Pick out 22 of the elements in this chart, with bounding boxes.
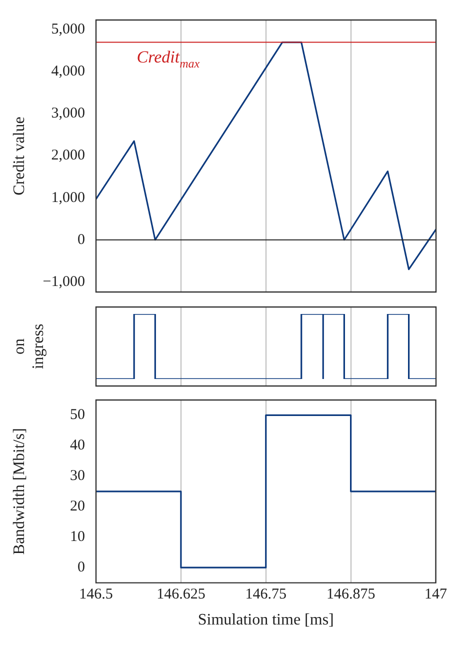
x-tick-label: 147 bbox=[424, 586, 448, 603]
y-tick-label: 5,000 bbox=[51, 22, 85, 38]
x-tick-label: 146.75 bbox=[245, 586, 286, 603]
y-tick-label: 1,000 bbox=[51, 190, 85, 206]
y-tick-label: −1,000 bbox=[42, 274, 85, 290]
y-tick-label: 20 bbox=[70, 498, 85, 515]
y-tick-label: 3,000 bbox=[51, 106, 85, 122]
y-axis-title: Bandwidth [Mbit/s] bbox=[10, 428, 28, 555]
y-tick-label: 40 bbox=[70, 438, 85, 454]
y-axis-title: on ingress bbox=[10, 324, 48, 370]
x-tick-label: 146.875 bbox=[326, 586, 376, 603]
y-tick-label: 10 bbox=[70, 529, 85, 546]
x-tick-label: 146.625 bbox=[156, 586, 206, 603]
y-axis-title: Credit value bbox=[10, 116, 28, 196]
y-tick-label: 0 bbox=[78, 232, 85, 248]
y-tick-label: 0 bbox=[78, 560, 85, 576]
x-axis-title: Simulation time [ms] bbox=[198, 612, 334, 629]
x-tick-label: 146.5 bbox=[79, 586, 113, 603]
y-tick-label: 50 bbox=[70, 407, 85, 424]
y-tick-label: 4,000 bbox=[51, 64, 85, 80]
y-tick-label: 30 bbox=[70, 468, 85, 484]
y-tick-label: 2,000 bbox=[51, 148, 85, 164]
